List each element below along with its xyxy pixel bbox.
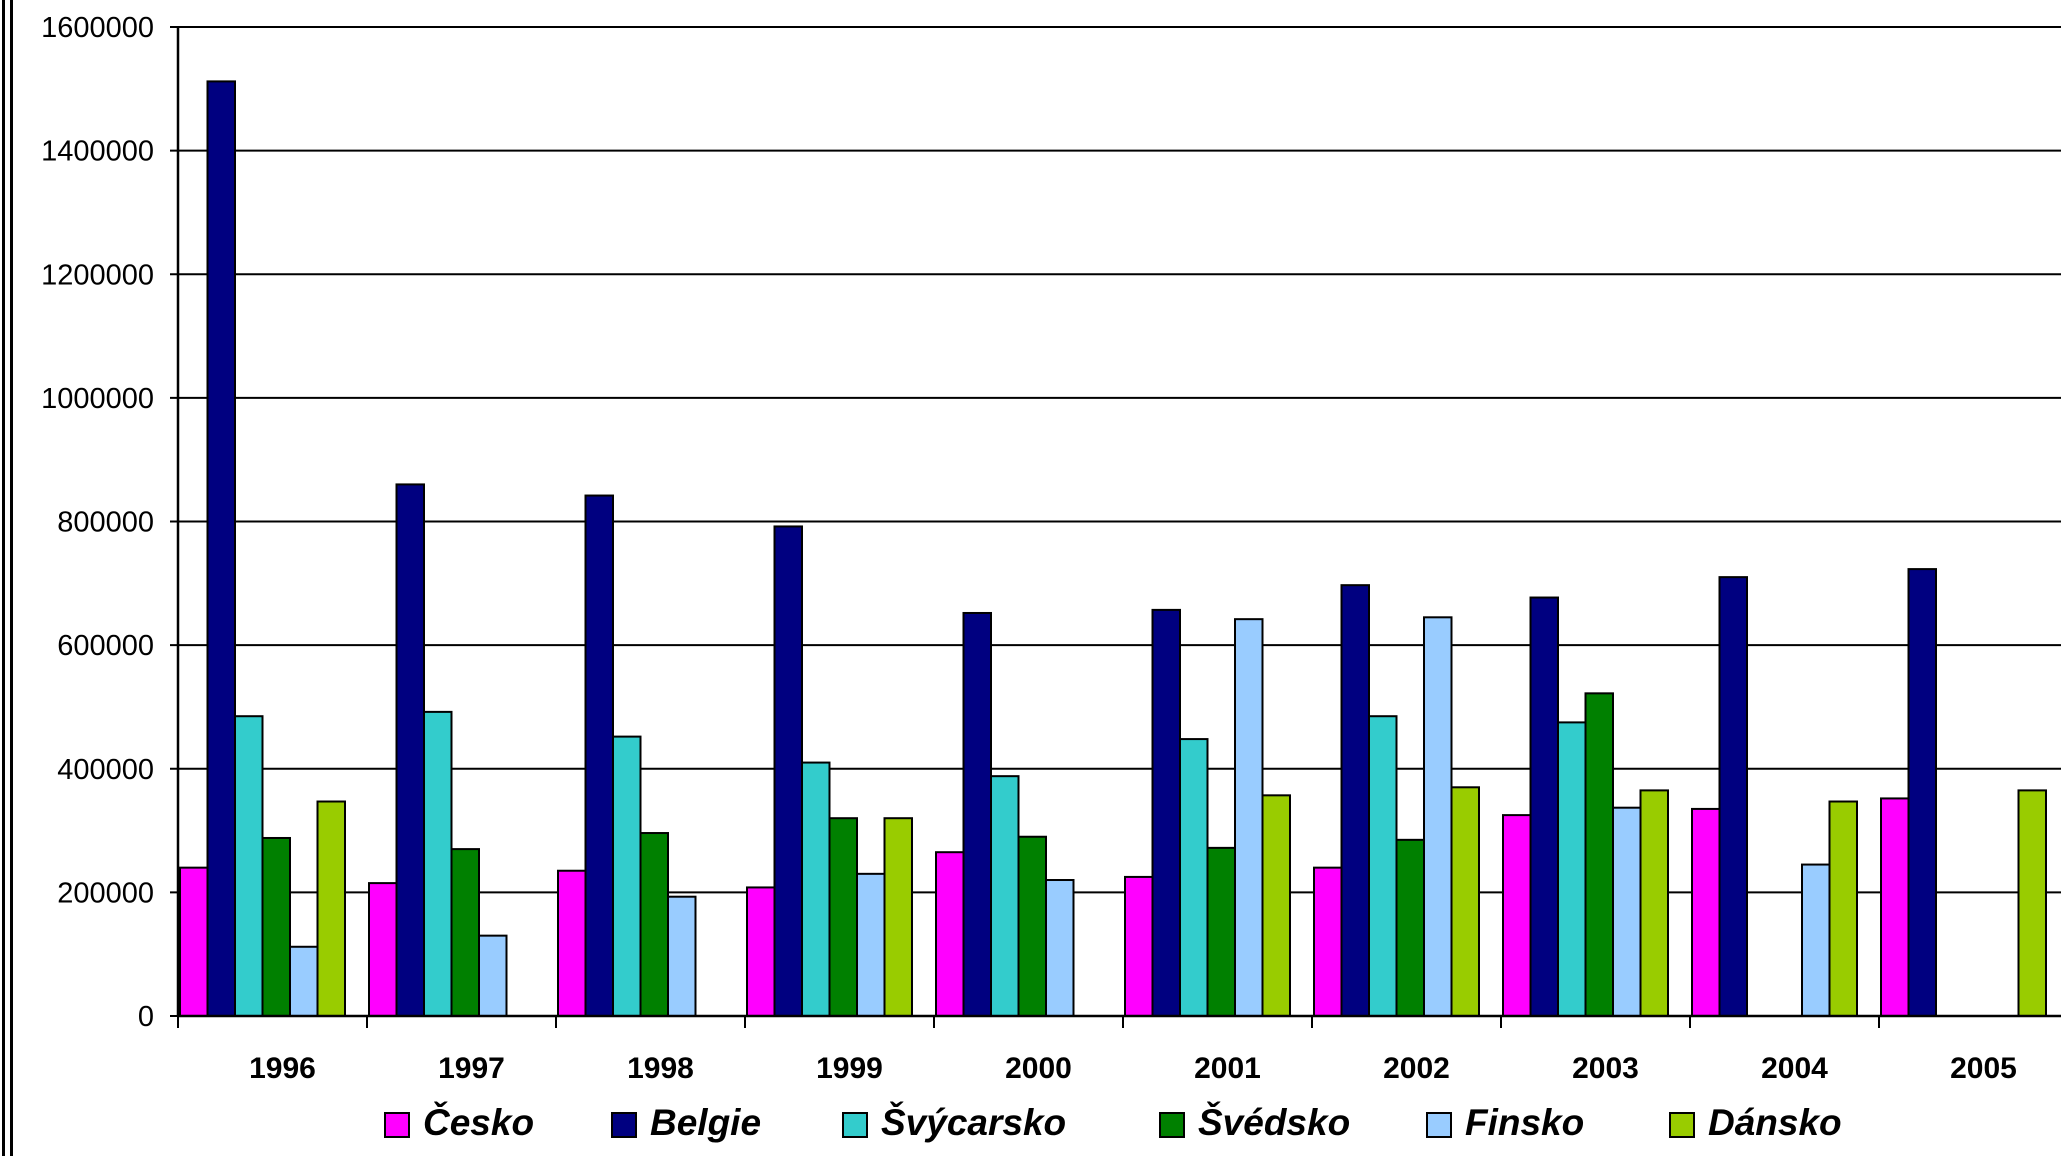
y-tick-label: 600000	[57, 630, 154, 662]
bar	[1017, 835, 1047, 1018]
y-tick-label: 400000	[57, 754, 154, 786]
legend-swatch	[611, 1112, 637, 1138]
bar	[478, 934, 508, 1017]
bar	[1450, 786, 1480, 1018]
bar	[1584, 692, 1614, 1017]
legend-swatch	[842, 1112, 868, 1138]
legend-label: Švýcarsko	[881, 1101, 1066, 1143]
legend-swatch	[384, 1112, 410, 1138]
bar	[1907, 568, 1937, 1018]
bar	[1801, 863, 1831, 1018]
bar	[962, 611, 992, 1017]
y-tick-label: 200000	[57, 877, 154, 909]
bar	[1340, 584, 1370, 1017]
bar	[1612, 806, 1642, 1018]
bar	[1313, 866, 1343, 1018]
bar	[801, 761, 831, 1017]
bar	[1880, 797, 1910, 1017]
bar	[828, 817, 858, 1018]
bar	[639, 832, 669, 1017]
legend-swatch	[1669, 1112, 1695, 1138]
legend-swatch	[1159, 1112, 1185, 1138]
bar	[746, 886, 776, 1017]
bar	[1423, 616, 1453, 1017]
bar	[289, 945, 319, 1018]
legend-label: Belgie	[650, 1102, 761, 1143]
bar	[206, 80, 236, 1017]
x-tick-label: 1997	[438, 1052, 505, 1085]
bar	[1718, 576, 1748, 1017]
bar	[883, 817, 913, 1018]
legend-label: Dánsko	[1708, 1102, 1842, 1143]
x-tick-label: 2002	[1383, 1052, 1450, 1085]
bar	[1045, 879, 1075, 1018]
bar	[667, 895, 697, 1018]
x-tick-label: 2003	[1572, 1052, 1639, 1085]
bar	[1828, 800, 1858, 1017]
bar	[1261, 794, 1291, 1017]
y-tick-label: 800000	[57, 507, 154, 539]
bar	[935, 851, 965, 1018]
bar	[1124, 875, 1154, 1017]
y-tick-label: 1400000	[41, 136, 154, 168]
legend-swatch	[1426, 1112, 1452, 1138]
left-frame-line	[2, 0, 5, 1156]
bar	[395, 483, 425, 1018]
bar	[773, 525, 803, 1017]
grid-lines	[178, 26, 2061, 894]
legend: Česko Belgie Švýcarsko Švédsko Finsko Dánsko	[384, 1101, 1842, 1143]
bar	[1234, 618, 1264, 1017]
bar	[234, 715, 264, 1017]
bar	[612, 735, 642, 1017]
bar	[368, 882, 398, 1018]
bar	[316, 800, 346, 1017]
y-tick-label: 1200000	[41, 259, 154, 291]
bar	[1395, 838, 1425, 1017]
bar	[423, 710, 453, 1017]
bar	[1179, 738, 1209, 1018]
axes: 0 200000 400000 600000 800000 1000000 1200000 1…	[41, 12, 2061, 1085]
x-tick-label: 2004	[1761, 1052, 1828, 1085]
y-tick-label: 0	[138, 1001, 154, 1033]
legend-label: Česko	[423, 1101, 534, 1143]
bar	[1639, 789, 1669, 1018]
bar	[1557, 721, 1587, 1017]
bar	[1502, 814, 1532, 1017]
x-tick-label: 1999	[816, 1052, 883, 1085]
x-tick-label: 2001	[1194, 1052, 1261, 1085]
bar	[179, 866, 209, 1018]
x-tick-label: 1998	[627, 1052, 694, 1085]
bar	[1691, 807, 1721, 1017]
bar	[584, 494, 614, 1017]
bar	[856, 872, 886, 1017]
y-tick-label: 1000000	[41, 383, 154, 415]
bar	[261, 836, 291, 1017]
bar	[1151, 608, 1181, 1017]
y-tick-label: 1600000	[41, 12, 154, 44]
bar	[1368, 715, 1398, 1017]
bar	[1529, 596, 1559, 1017]
bar	[1206, 846, 1236, 1017]
legend-label: Finsko	[1465, 1102, 1584, 1143]
legend-label: Švédsko	[1198, 1101, 1350, 1143]
bar	[990, 775, 1020, 1017]
bars	[179, 80, 2047, 1018]
x-tick-label: 1996	[249, 1052, 316, 1085]
left-frame-line	[10, 0, 13, 1156]
x-tick-label: 2000	[1005, 1052, 1072, 1085]
bar	[2017, 789, 2047, 1018]
bar	[557, 869, 587, 1017]
x-tick-label: 2005	[1950, 1052, 2017, 1085]
bar	[450, 848, 480, 1018]
